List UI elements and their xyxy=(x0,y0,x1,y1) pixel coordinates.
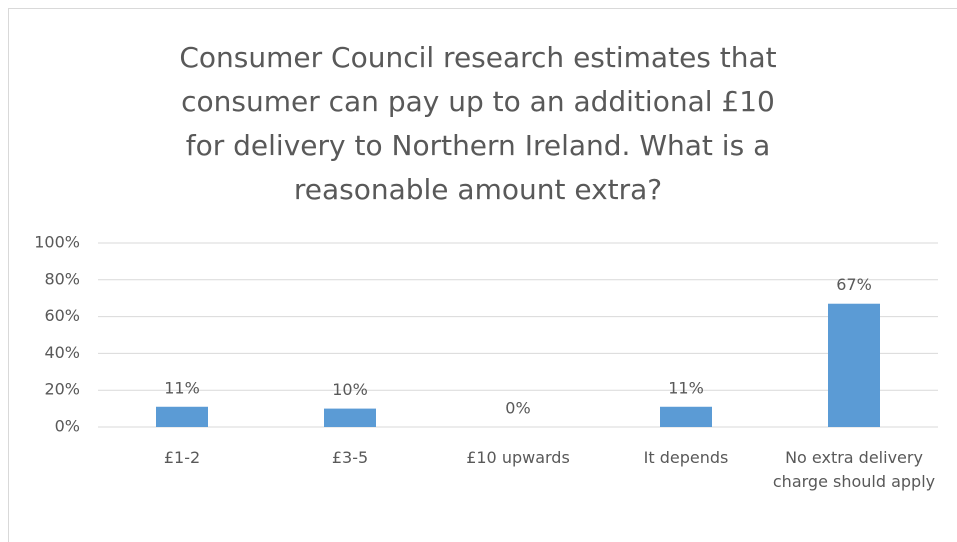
data-label: 11% xyxy=(164,378,200,397)
x-tick-label: £1-2 xyxy=(163,448,201,467)
bar xyxy=(660,406,712,427)
x-tick-label: It depends xyxy=(643,448,729,467)
data-label: 67% xyxy=(836,275,872,294)
chart-title: Consumer Council research estimates that… xyxy=(179,41,777,206)
data-label: 0% xyxy=(505,399,530,418)
x-tick-label: £3-5 xyxy=(331,448,369,467)
x-tick-label: No extra delivery charge should apply xyxy=(772,448,936,491)
y-tick-label: 80% xyxy=(44,269,80,288)
y-tick-label: 0% xyxy=(55,417,80,436)
bar xyxy=(828,303,880,427)
chart-border xyxy=(8,8,957,542)
bar xyxy=(156,406,208,427)
y-tick-label: 100% xyxy=(34,233,80,252)
data-label: 11% xyxy=(668,378,704,397)
y-tick-label: 20% xyxy=(44,380,80,399)
data-label: 10% xyxy=(332,380,368,399)
x-tick-label: £10 upwards xyxy=(466,448,570,467)
y-tick-label: 60% xyxy=(44,306,80,325)
bar xyxy=(324,408,376,427)
y-tick-label: 40% xyxy=(44,343,80,362)
